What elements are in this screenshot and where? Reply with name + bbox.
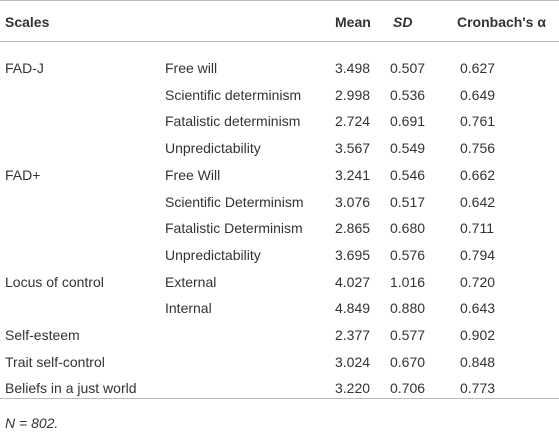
alpha-value: 0.711	[460, 220, 494, 237]
alpha-value: 0.720	[460, 273, 496, 290]
subscale-name: Fatalistic Determinism	[165, 220, 303, 237]
sd-value: 0.706	[390, 380, 426, 397]
header-cell: Cronbach's α	[457, 14, 546, 30]
mean-value: 4.027	[335, 273, 371, 290]
alpha-value: 0.848	[460, 353, 496, 370]
bottom-rule	[0, 398, 559, 399]
sd-value: 0.680	[390, 220, 426, 237]
subscale-name: Unpredictability	[165, 246, 261, 263]
scale-name: Trait self-control	[5, 353, 105, 370]
scale-name: FAD+	[5, 166, 41, 183]
mean-value: 3.567	[335, 140, 371, 157]
sd-value: 0.577	[390, 327, 426, 343]
alpha-value: 0.773	[460, 380, 496, 397]
subscale-name: Scientific determinism	[165, 86, 302, 103]
header-rule	[0, 41, 559, 42]
sd-value: 0.880	[390, 300, 426, 317]
sd-value: 0.536	[390, 86, 426, 103]
header-cell: Mean	[335, 14, 371, 30]
subscale-name: Unpredictability	[165, 140, 261, 157]
top-rule	[0, 0, 559, 1]
table-note: N = 802.	[5, 415, 59, 431]
subscale-name: Free will	[165, 60, 218, 76]
subscale-name: Fatalistic determinism	[165, 113, 301, 130]
sd-value: 1.016	[390, 273, 426, 290]
subscale-name: Free Will	[165, 166, 221, 183]
sd-value: 0.549	[390, 140, 426, 157]
scale-name: Self-esteem	[5, 327, 80, 343]
alpha-value: 0.649	[460, 86, 496, 103]
subscale-name: Scientific Determinism	[165, 193, 304, 210]
sd-value: 0.576	[390, 246, 426, 263]
mean-value: 3.241	[335, 166, 371, 183]
sd-value: 0.517	[390, 193, 426, 210]
mean-value: 2.724	[335, 113, 371, 130]
alpha-value: 0.643	[460, 300, 496, 317]
subscale-name: Internal	[165, 300, 212, 317]
alpha-value: 0.642	[460, 193, 496, 210]
mean-value: 4.849	[335, 300, 371, 317]
mean-value: 2.998	[335, 86, 371, 103]
scale-name: Locus of control	[5, 273, 104, 290]
mean-value: 3.024	[335, 353, 371, 370]
alpha-value: 0.794	[460, 246, 496, 263]
mean-value: 3.220	[335, 380, 371, 397]
alpha-value: 0.756	[460, 140, 496, 157]
sd-value: 0.507	[390, 60, 426, 76]
sd-value: 0.691	[390, 113, 426, 130]
mean-value: 3.076	[335, 193, 371, 210]
alpha-value: 0.627	[460, 60, 496, 76]
header-cell: Scales	[5, 14, 50, 30]
header-cell: SD	[393, 14, 413, 30]
mean-value: 3.695	[335, 246, 371, 263]
subscale-name: External	[165, 273, 217, 290]
mean-value: 2.377	[335, 327, 371, 343]
alpha-value: 0.761	[460, 113, 496, 130]
alpha-value: 0.662	[460, 166, 496, 183]
sd-value: 0.670	[390, 353, 426, 370]
mean-value: 2.865	[335, 220, 371, 237]
scale-name: Beliefs in a just world	[5, 380, 137, 397]
scale-name: FAD-J	[5, 60, 44, 76]
sd-value: 0.546	[390, 166, 426, 183]
mean-value: 3.498	[335, 60, 371, 76]
alpha-value: 0.902	[460, 327, 496, 343]
